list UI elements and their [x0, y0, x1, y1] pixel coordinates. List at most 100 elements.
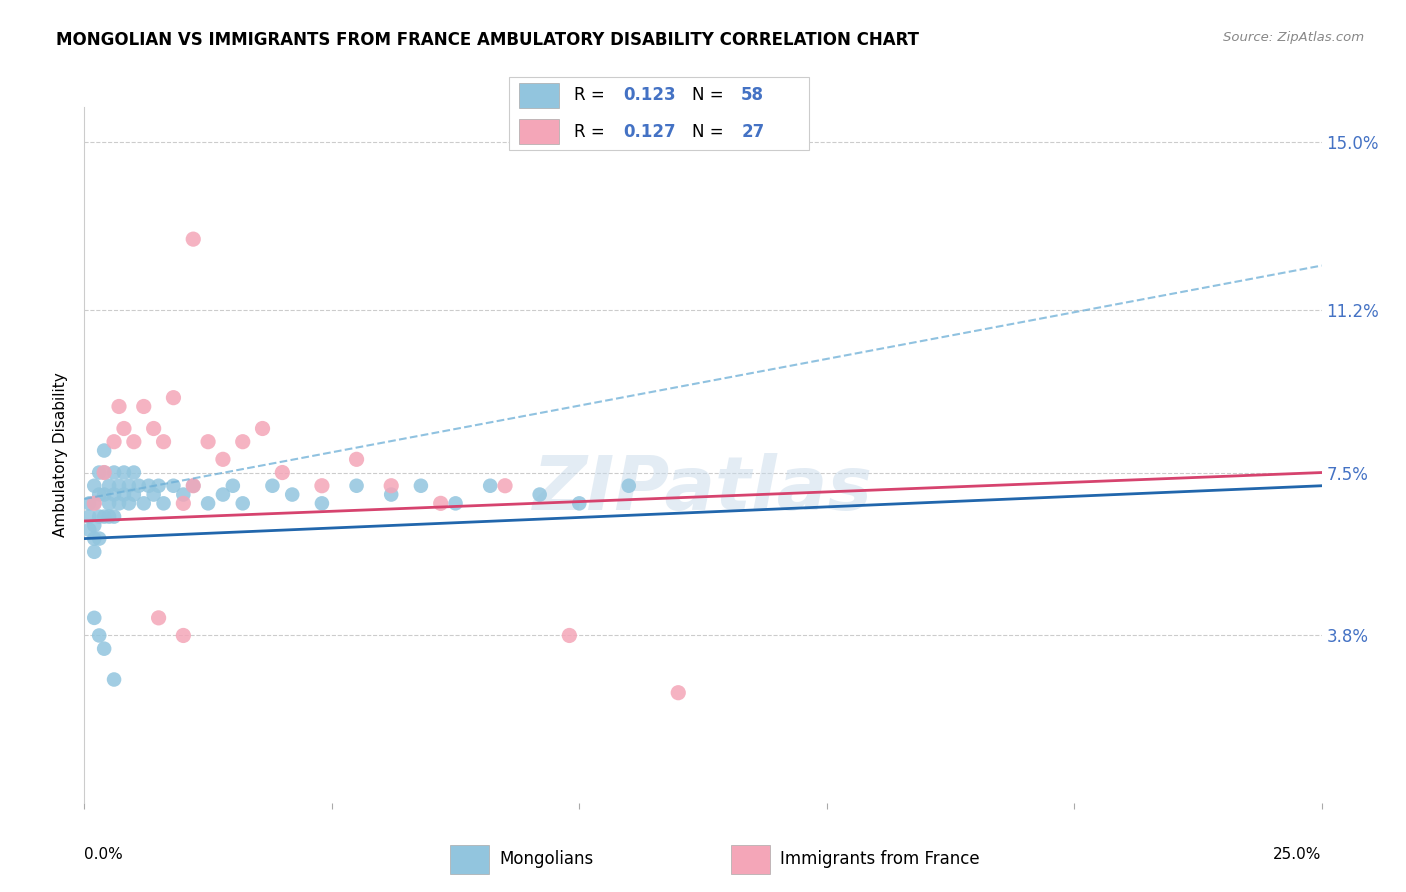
Point [83, 545, 105, 559]
Point [93, 641, 115, 656]
Point [262, 479, 284, 493]
Point [380, 479, 402, 493]
Point [122, 466, 145, 480]
Point [172, 628, 194, 642]
Point [112, 421, 135, 435]
Point [142, 487, 165, 501]
Point [132, 400, 155, 414]
Point [666, 686, 689, 700]
Point [83, 496, 105, 510]
Point [118, 479, 141, 493]
Point [152, 434, 174, 449]
Y-axis label: Ambulatory Disability: Ambulatory Disability [53, 373, 69, 537]
Text: N =: N = [692, 86, 728, 103]
Point [281, 487, 304, 501]
Point [79, 509, 101, 524]
Point [118, 496, 141, 510]
Point [181, 479, 204, 493]
Point [93, 487, 115, 501]
Point [181, 479, 204, 493]
Point [89, 628, 111, 642]
Point [222, 479, 245, 493]
Point [212, 452, 235, 467]
Point [79, 523, 101, 537]
Text: 58: 58 [741, 86, 765, 103]
Point [93, 466, 115, 480]
Point [103, 466, 125, 480]
Point [108, 496, 131, 510]
Text: 0.0%: 0.0% [84, 847, 124, 862]
Point [89, 466, 111, 480]
Point [93, 466, 115, 480]
Point [112, 466, 135, 480]
Point [568, 496, 591, 510]
Point [93, 509, 115, 524]
FancyBboxPatch shape [450, 845, 489, 874]
Text: MONGOLIAN VS IMMIGRANTS FROM FRANCE AMBULATORY DISABILITY CORRELATION CHART: MONGOLIAN VS IMMIGRANTS FROM FRANCE AMBU… [56, 31, 920, 49]
Point [122, 487, 145, 501]
Text: R =: R = [574, 86, 610, 103]
Point [232, 496, 254, 510]
Point [98, 509, 121, 524]
Point [89, 532, 111, 546]
Point [83, 479, 105, 493]
Point [98, 496, 121, 510]
Point [103, 434, 125, 449]
Point [83, 532, 105, 546]
Text: ZIPatlas: ZIPatlas [533, 453, 873, 526]
Text: 27: 27 [741, 123, 765, 141]
Text: R =: R = [574, 123, 610, 141]
Text: 0.123: 0.123 [624, 86, 676, 103]
Point [197, 496, 219, 510]
Point [132, 496, 155, 510]
Point [617, 479, 640, 493]
FancyBboxPatch shape [731, 845, 770, 874]
FancyBboxPatch shape [509, 78, 810, 150]
Point [311, 496, 333, 510]
Point [103, 509, 125, 524]
Point [122, 434, 145, 449]
Text: 0.127: 0.127 [624, 123, 676, 141]
Point [494, 479, 516, 493]
Point [83, 496, 105, 510]
Point [138, 479, 160, 493]
Text: N =: N = [692, 123, 728, 141]
Point [311, 479, 333, 493]
Text: 25.0%: 25.0% [1274, 847, 1322, 862]
Point [112, 487, 135, 501]
Point [89, 509, 111, 524]
Point [162, 391, 184, 405]
Point [409, 479, 432, 493]
Point [148, 479, 170, 493]
Point [172, 496, 194, 510]
Text: Mongolians: Mongolians [499, 849, 593, 868]
Point [444, 496, 467, 510]
Point [181, 232, 204, 246]
Point [148, 611, 170, 625]
Point [252, 421, 274, 435]
Point [162, 479, 184, 493]
Point [212, 487, 235, 501]
FancyBboxPatch shape [519, 83, 558, 108]
Point [108, 479, 131, 493]
Point [83, 611, 105, 625]
Point [83, 518, 105, 533]
Point [346, 479, 368, 493]
Point [232, 434, 254, 449]
Point [79, 496, 101, 510]
Point [89, 487, 111, 501]
Point [479, 479, 502, 493]
Point [103, 487, 125, 501]
Point [380, 487, 402, 501]
Text: Immigrants from France: Immigrants from France [780, 849, 980, 868]
Point [271, 466, 294, 480]
Point [172, 487, 194, 501]
FancyBboxPatch shape [519, 119, 558, 144]
Point [529, 487, 551, 501]
Point [142, 421, 165, 435]
Point [93, 443, 115, 458]
Point [558, 628, 581, 642]
Point [108, 400, 131, 414]
Point [128, 479, 150, 493]
Text: Source: ZipAtlas.com: Source: ZipAtlas.com [1223, 31, 1364, 45]
